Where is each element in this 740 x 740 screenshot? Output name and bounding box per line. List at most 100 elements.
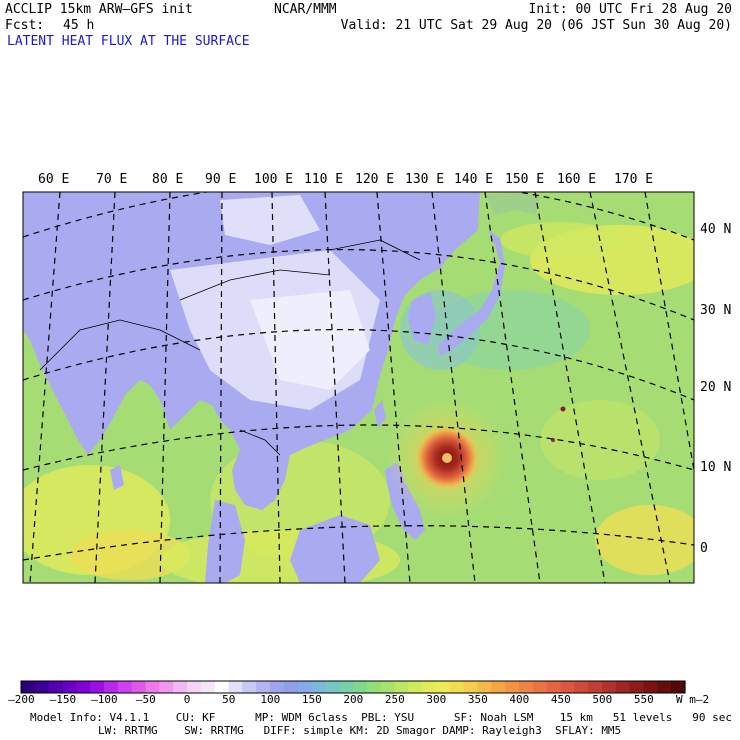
colorbar-swatch [325,681,340,693]
colorbar-swatch [491,681,506,693]
colorbar-tick-label: 150 [301,693,322,706]
lon-label: 120 E [355,172,395,187]
plateau [250,290,370,390]
lon-line [534,192,606,583]
colorbar-swatch [145,681,160,693]
colorbar-swatch [671,681,686,693]
colorbar-tick-label: –200 [8,693,35,706]
colorbar-tick-label: 200 [343,693,364,706]
colorbar-swatch [256,681,271,693]
lon-label: 140 E [454,172,494,187]
lat-label: 30 N [700,303,732,318]
colorbar-tick-label: 450 [550,693,571,706]
colorbar-tick-label: 550 [633,693,654,706]
colorbar-tick-label: –150 [49,693,77,706]
borneo [290,515,380,583]
colorbar-swatch [34,681,50,693]
border-line [179,269,331,301]
graticule [23,192,694,583]
colorbar-swatch [643,681,658,693]
lat-line-10 [23,424,694,471]
colorbar-swatch [48,681,64,693]
colorbar-swatch [629,681,645,693]
colorbar-swatch [90,681,105,693]
colorbar-swatch [283,681,299,693]
colorbar [20,680,686,694]
colorbar-swatch [463,681,479,693]
colorbar-swatch [449,681,465,693]
lon-label: 60 E [38,172,70,187]
korea [408,292,436,345]
colorbar-swatch [62,681,77,693]
colorbar-swatch [228,681,243,693]
colorbar-swatch [588,681,603,693]
colorbar-tick-label: 500 [592,693,613,706]
lon-label: 90 E [205,172,237,187]
lon-label: 160 E [557,172,597,187]
colorbar-swatch [602,681,617,693]
typhoon-eye [442,453,452,463]
colorbar-tick-label: 50 [222,693,236,706]
colorbar-swatch [339,681,354,693]
lat-line-20 [23,329,694,401]
warm-patch [500,222,620,258]
colorbar-swatch [532,681,548,693]
colorbar-swatch [394,681,409,693]
border-line [329,239,421,261]
colorbar-swatch [200,681,216,693]
sakhalin [486,192,540,215]
colorbar-swatch [104,681,119,693]
colorbar-swatch [477,681,492,693]
valid-time: Valid: 21 UTC Sat 29 Aug 20 (06 JST Sun … [340,18,732,33]
convective-spot [560,406,566,412]
malay-peninsula [205,500,245,583]
colorbar-swatch [117,681,133,693]
colorbar-swatch [214,681,230,693]
lon-label: 70 E [96,172,128,187]
colorbar-tick-label: –100 [91,693,118,706]
colorbar-swatch [505,681,520,693]
colorbar-swatch [615,681,631,693]
taiwan [374,400,386,428]
lat-label: 0 [700,541,708,556]
colorbar-frame [20,680,686,694]
colorbar-swatch [242,681,257,693]
border-line [239,429,281,456]
organization: NCAR/MMM [274,2,337,17]
colorbar-swatch [297,681,313,693]
init-time: Init: 00 UTC Fri 28 Aug 20 [528,2,733,17]
warm-patch [540,400,660,480]
lon-label: 110 E [304,172,344,187]
model-info-line1: Model Info: V4.1.1 CU: KF MP: WDM 6class… [30,711,732,724]
colorbar-swatch [76,681,91,693]
colorbar-tick-label: 350 [467,693,488,706]
map-frame [22,191,695,584]
colorbar-swatch [422,681,437,693]
lon-label: 170 E [614,172,654,187]
north-lowland [220,195,320,245]
colorbar-swatch [311,681,326,693]
lon-label: 100 E [254,172,294,187]
sri-lanka [110,465,124,490]
colorbar-tick-label: –50 [135,693,156,706]
forecast-hour: 45 h [63,18,95,33]
colorbar-tick-label: 100 [260,693,281,706]
lon-label: 130 E [405,172,445,187]
colorbar-swatch [546,681,562,693]
colorbar-tick-label: 400 [509,693,530,706]
borders [39,239,421,456]
colorbar-swatch [657,681,672,693]
lon-line [589,192,671,583]
lon-label: 80 E [152,172,184,187]
border-line [39,319,201,371]
map-field [23,192,694,583]
colorbar-swatch [187,681,202,693]
lon-label: 150 E [505,172,545,187]
lat-label: 40 N [700,222,732,237]
lat-line-40 [23,192,694,241]
colorbar-swatch [519,681,534,693]
colorbar-tick-label: 0 [183,693,191,706]
colorbar-tick-label: 250 [384,693,405,706]
lat-label: 10 N [700,460,732,475]
lat-line-30 [23,249,694,321]
